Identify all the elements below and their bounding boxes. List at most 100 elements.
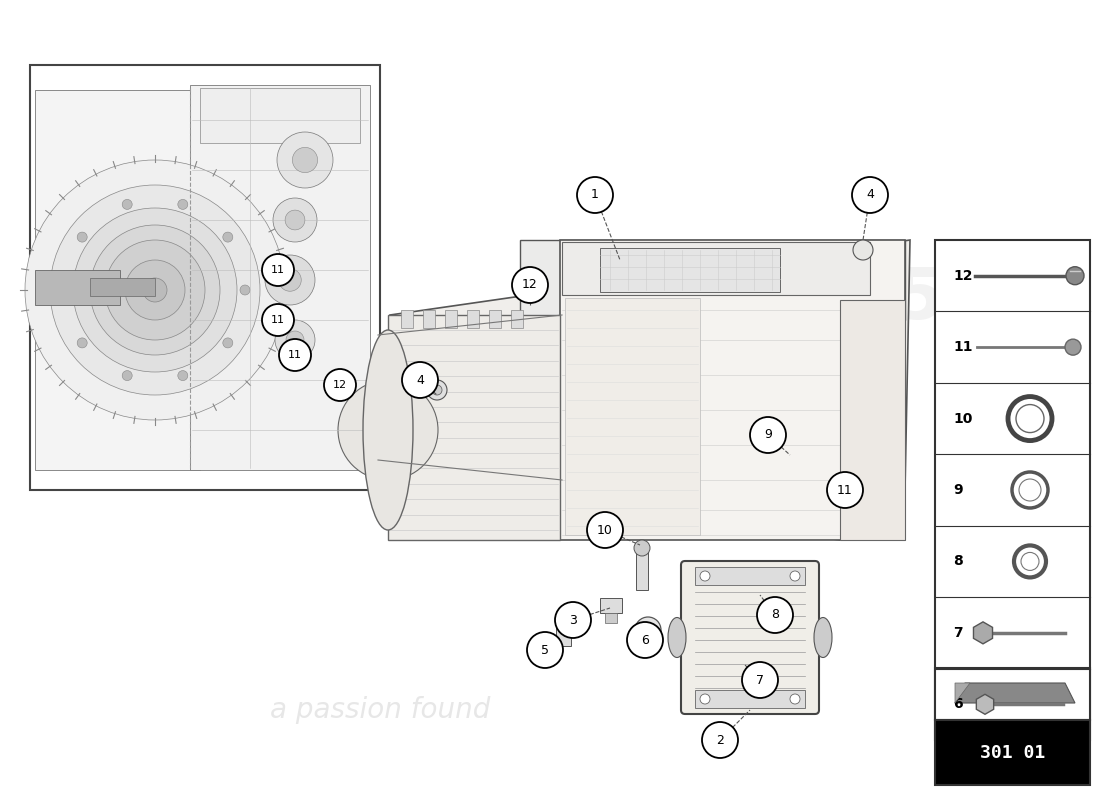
Circle shape	[77, 232, 87, 242]
Text: 11: 11	[271, 315, 285, 325]
Circle shape	[77, 338, 87, 348]
Circle shape	[60, 285, 70, 295]
Circle shape	[25, 160, 285, 420]
Bar	[935, 240, 1090, 740]
Circle shape	[324, 369, 356, 401]
Text: 11: 11	[271, 265, 285, 275]
Bar	[446, 310, 456, 328]
Circle shape	[634, 540, 650, 556]
Bar	[605, 613, 617, 623]
Bar	[695, 690, 805, 708]
Bar	[30, 65, 379, 490]
Text: 4: 4	[416, 374, 424, 386]
Circle shape	[556, 602, 591, 638]
Circle shape	[587, 512, 623, 548]
Text: 3: 3	[569, 614, 576, 626]
Circle shape	[122, 370, 132, 381]
Circle shape	[790, 694, 800, 704]
Bar	[35, 270, 120, 305]
Circle shape	[700, 571, 710, 581]
Circle shape	[265, 255, 315, 305]
Circle shape	[278, 269, 301, 291]
Text: 1: 1	[591, 189, 598, 202]
Ellipse shape	[814, 618, 832, 658]
FancyBboxPatch shape	[681, 561, 820, 714]
Circle shape	[427, 380, 447, 400]
Text: 2: 2	[716, 734, 724, 746]
Text: 10: 10	[597, 523, 613, 537]
Text: 5: 5	[541, 643, 549, 657]
Bar	[424, 310, 434, 328]
Circle shape	[240, 285, 250, 295]
Circle shape	[578, 177, 613, 213]
Circle shape	[852, 177, 888, 213]
Bar	[35, 90, 200, 470]
Circle shape	[262, 254, 294, 286]
Text: eu: eu	[133, 359, 307, 481]
Circle shape	[790, 571, 800, 581]
Ellipse shape	[668, 618, 686, 658]
Circle shape	[104, 240, 205, 340]
Circle shape	[527, 632, 563, 668]
Polygon shape	[390, 240, 910, 540]
Circle shape	[432, 385, 442, 395]
Circle shape	[852, 240, 873, 260]
Circle shape	[279, 339, 311, 371]
Polygon shape	[565, 298, 700, 535]
Circle shape	[73, 208, 236, 372]
Polygon shape	[562, 242, 870, 295]
Bar	[600, 598, 621, 613]
Circle shape	[223, 338, 233, 348]
Circle shape	[50, 185, 260, 395]
Text: 9: 9	[764, 429, 772, 442]
Bar	[402, 310, 412, 328]
Circle shape	[293, 147, 318, 173]
Text: 12: 12	[953, 269, 972, 282]
Circle shape	[178, 370, 188, 381]
Text: 12: 12	[522, 278, 538, 291]
Text: 7: 7	[756, 674, 764, 686]
Text: 12: 12	[333, 380, 348, 390]
Circle shape	[627, 622, 663, 658]
Bar	[556, 628, 571, 646]
Polygon shape	[600, 248, 780, 292]
Text: 7: 7	[953, 626, 962, 640]
Circle shape	[143, 278, 167, 302]
Circle shape	[277, 132, 333, 188]
Bar	[695, 567, 805, 585]
Text: 11: 11	[288, 350, 302, 360]
Polygon shape	[520, 240, 905, 320]
Circle shape	[1065, 339, 1081, 355]
Polygon shape	[840, 300, 905, 540]
Polygon shape	[955, 683, 970, 703]
Bar	[90, 278, 155, 296]
Text: 8: 8	[953, 554, 962, 569]
Bar	[935, 668, 1090, 720]
Polygon shape	[636, 548, 648, 590]
Circle shape	[757, 597, 793, 633]
Polygon shape	[955, 683, 1075, 703]
Circle shape	[338, 380, 438, 480]
Text: 985: 985	[794, 266, 945, 334]
Circle shape	[1066, 266, 1083, 285]
Text: 6: 6	[953, 698, 962, 711]
Circle shape	[402, 362, 438, 398]
Bar	[512, 310, 522, 328]
Bar	[200, 88, 360, 143]
Circle shape	[178, 199, 188, 210]
Ellipse shape	[363, 330, 412, 530]
Circle shape	[635, 617, 661, 643]
Text: a passion found: a passion found	[270, 696, 491, 724]
Circle shape	[641, 623, 654, 637]
Circle shape	[742, 662, 778, 698]
Circle shape	[125, 260, 185, 320]
Circle shape	[273, 198, 317, 242]
Text: 301 01: 301 01	[980, 743, 1045, 762]
Circle shape	[285, 210, 305, 230]
Polygon shape	[388, 315, 560, 540]
Circle shape	[122, 199, 132, 210]
Circle shape	[702, 722, 738, 758]
Bar	[558, 618, 568, 628]
Text: 6: 6	[641, 634, 649, 646]
Circle shape	[275, 320, 315, 360]
